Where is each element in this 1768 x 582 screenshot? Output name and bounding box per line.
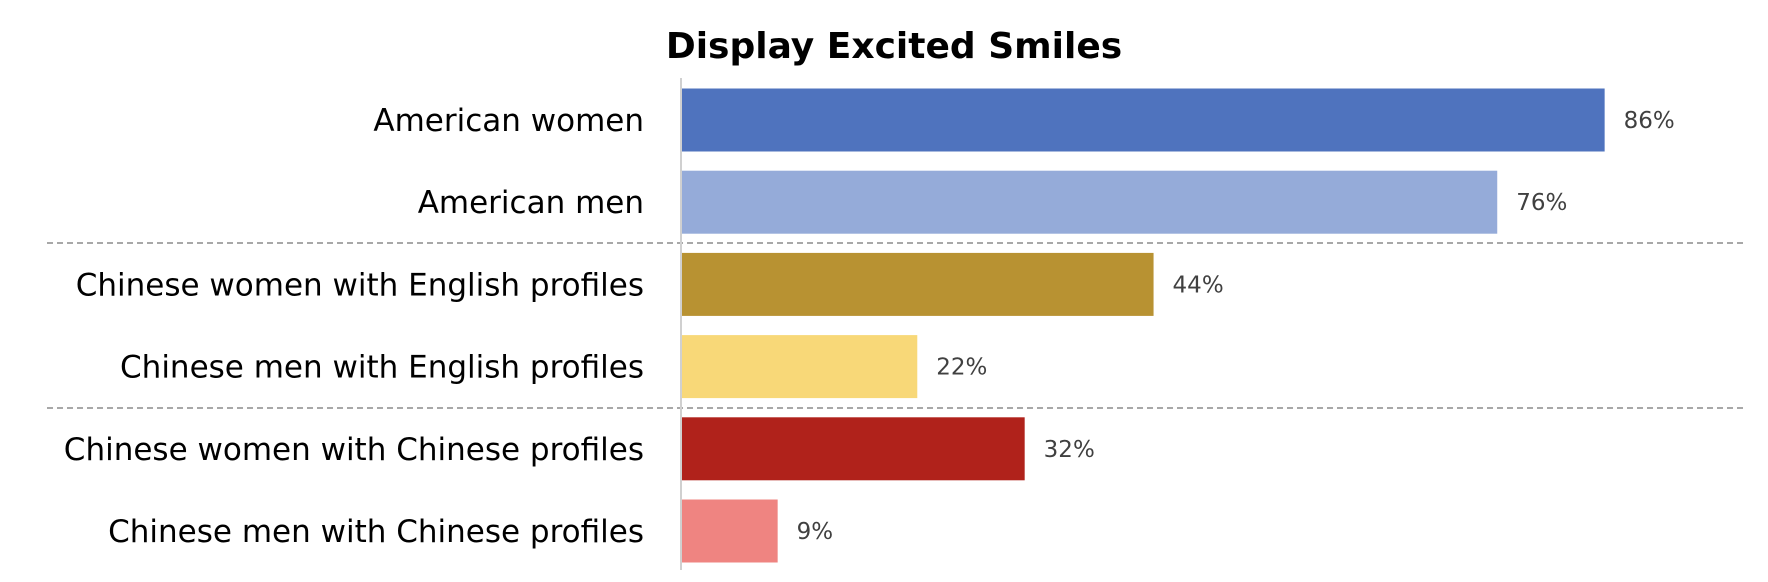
data-label: 44% xyxy=(1173,272,1224,298)
bars-group xyxy=(681,88,1605,563)
data-label: 32% xyxy=(1044,437,1095,463)
data-label: 22% xyxy=(936,355,987,381)
category-label: Chinese women with Chinese profiles xyxy=(64,432,644,468)
bar-5 xyxy=(681,499,778,563)
category-label: Chinese men with Chinese profiles xyxy=(108,514,644,550)
data-label: 76% xyxy=(1516,190,1567,216)
data-label: 86% xyxy=(1624,108,1675,134)
bar-0 xyxy=(681,88,1605,152)
category-label: Chinese women with English profiles xyxy=(76,267,644,303)
category-labels: American women American men Chinese women … xyxy=(64,103,644,550)
bar-2 xyxy=(681,252,1154,316)
bar-3 xyxy=(681,335,918,399)
bar-1 xyxy=(681,170,1498,234)
data-label: 9% xyxy=(797,519,834,545)
category-label: American women xyxy=(373,103,644,139)
data-labels: 86% 76% 44% 22% 32% 9% xyxy=(797,108,1675,545)
category-label: Chinese men with English profiles xyxy=(120,350,644,386)
category-label: American men xyxy=(418,185,644,221)
chart-title: Display Excited Smiles xyxy=(666,26,1122,67)
bar-4 xyxy=(681,417,1025,481)
